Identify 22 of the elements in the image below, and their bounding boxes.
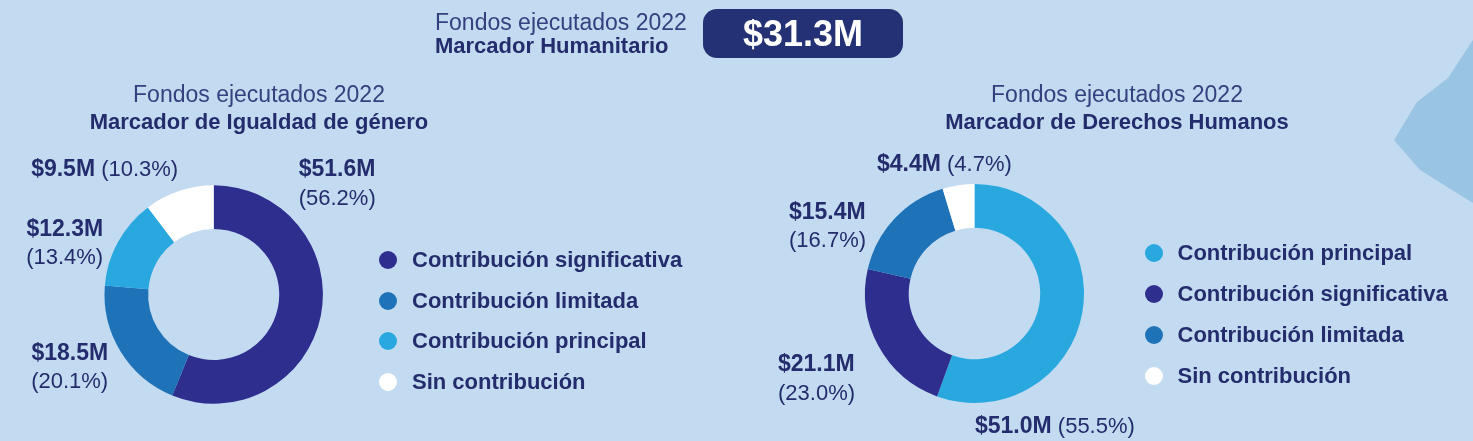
data-label: $12.3M (13.4%) <box>26 214 104 270</box>
chart-subtitle: Marcador de Igualdad de género <box>89 109 429 135</box>
text: Fondos ejecutados 2022 <box>435 9 687 35</box>
chart-subtitle: Marcador de Derechos Humanos <box>945 109 1289 135</box>
legend-label: Contribución limitada <box>412 287 639 314</box>
legend-label: Sin contribución <box>412 369 586 395</box>
data-label: $51.0M (55.5%) <box>975 412 1135 439</box>
legend-label: Contribución limitada <box>1177 321 1404 348</box>
text: $31.3M <box>742 12 864 54</box>
legend-label: Contribución principal <box>412 328 647 355</box>
data-label: $51.6M (56.2%) <box>298 155 376 210</box>
data-label: $9.5M (10.3%) <box>31 155 179 182</box>
data-label: $15.4M (16.7%) <box>789 197 867 253</box>
legend-label: Sin contribución <box>1177 362 1352 389</box>
legend-label: Contribución principal <box>1177 239 1413 266</box>
chart-title: Fondos ejecutados 2022 <box>133 81 385 107</box>
legend-label: Contribución significativa <box>412 246 683 273</box>
legend-label: Contribución significativa <box>1177 280 1448 307</box>
data-label: $21.1M (23.0%) <box>778 350 856 405</box>
data-label: $18.5M (20.1%) <box>31 338 109 394</box>
data-label: $4.4M (4.7%) <box>877 149 1012 176</box>
chart-title: Fondos ejecutados 2022 <box>991 81 1243 107</box>
